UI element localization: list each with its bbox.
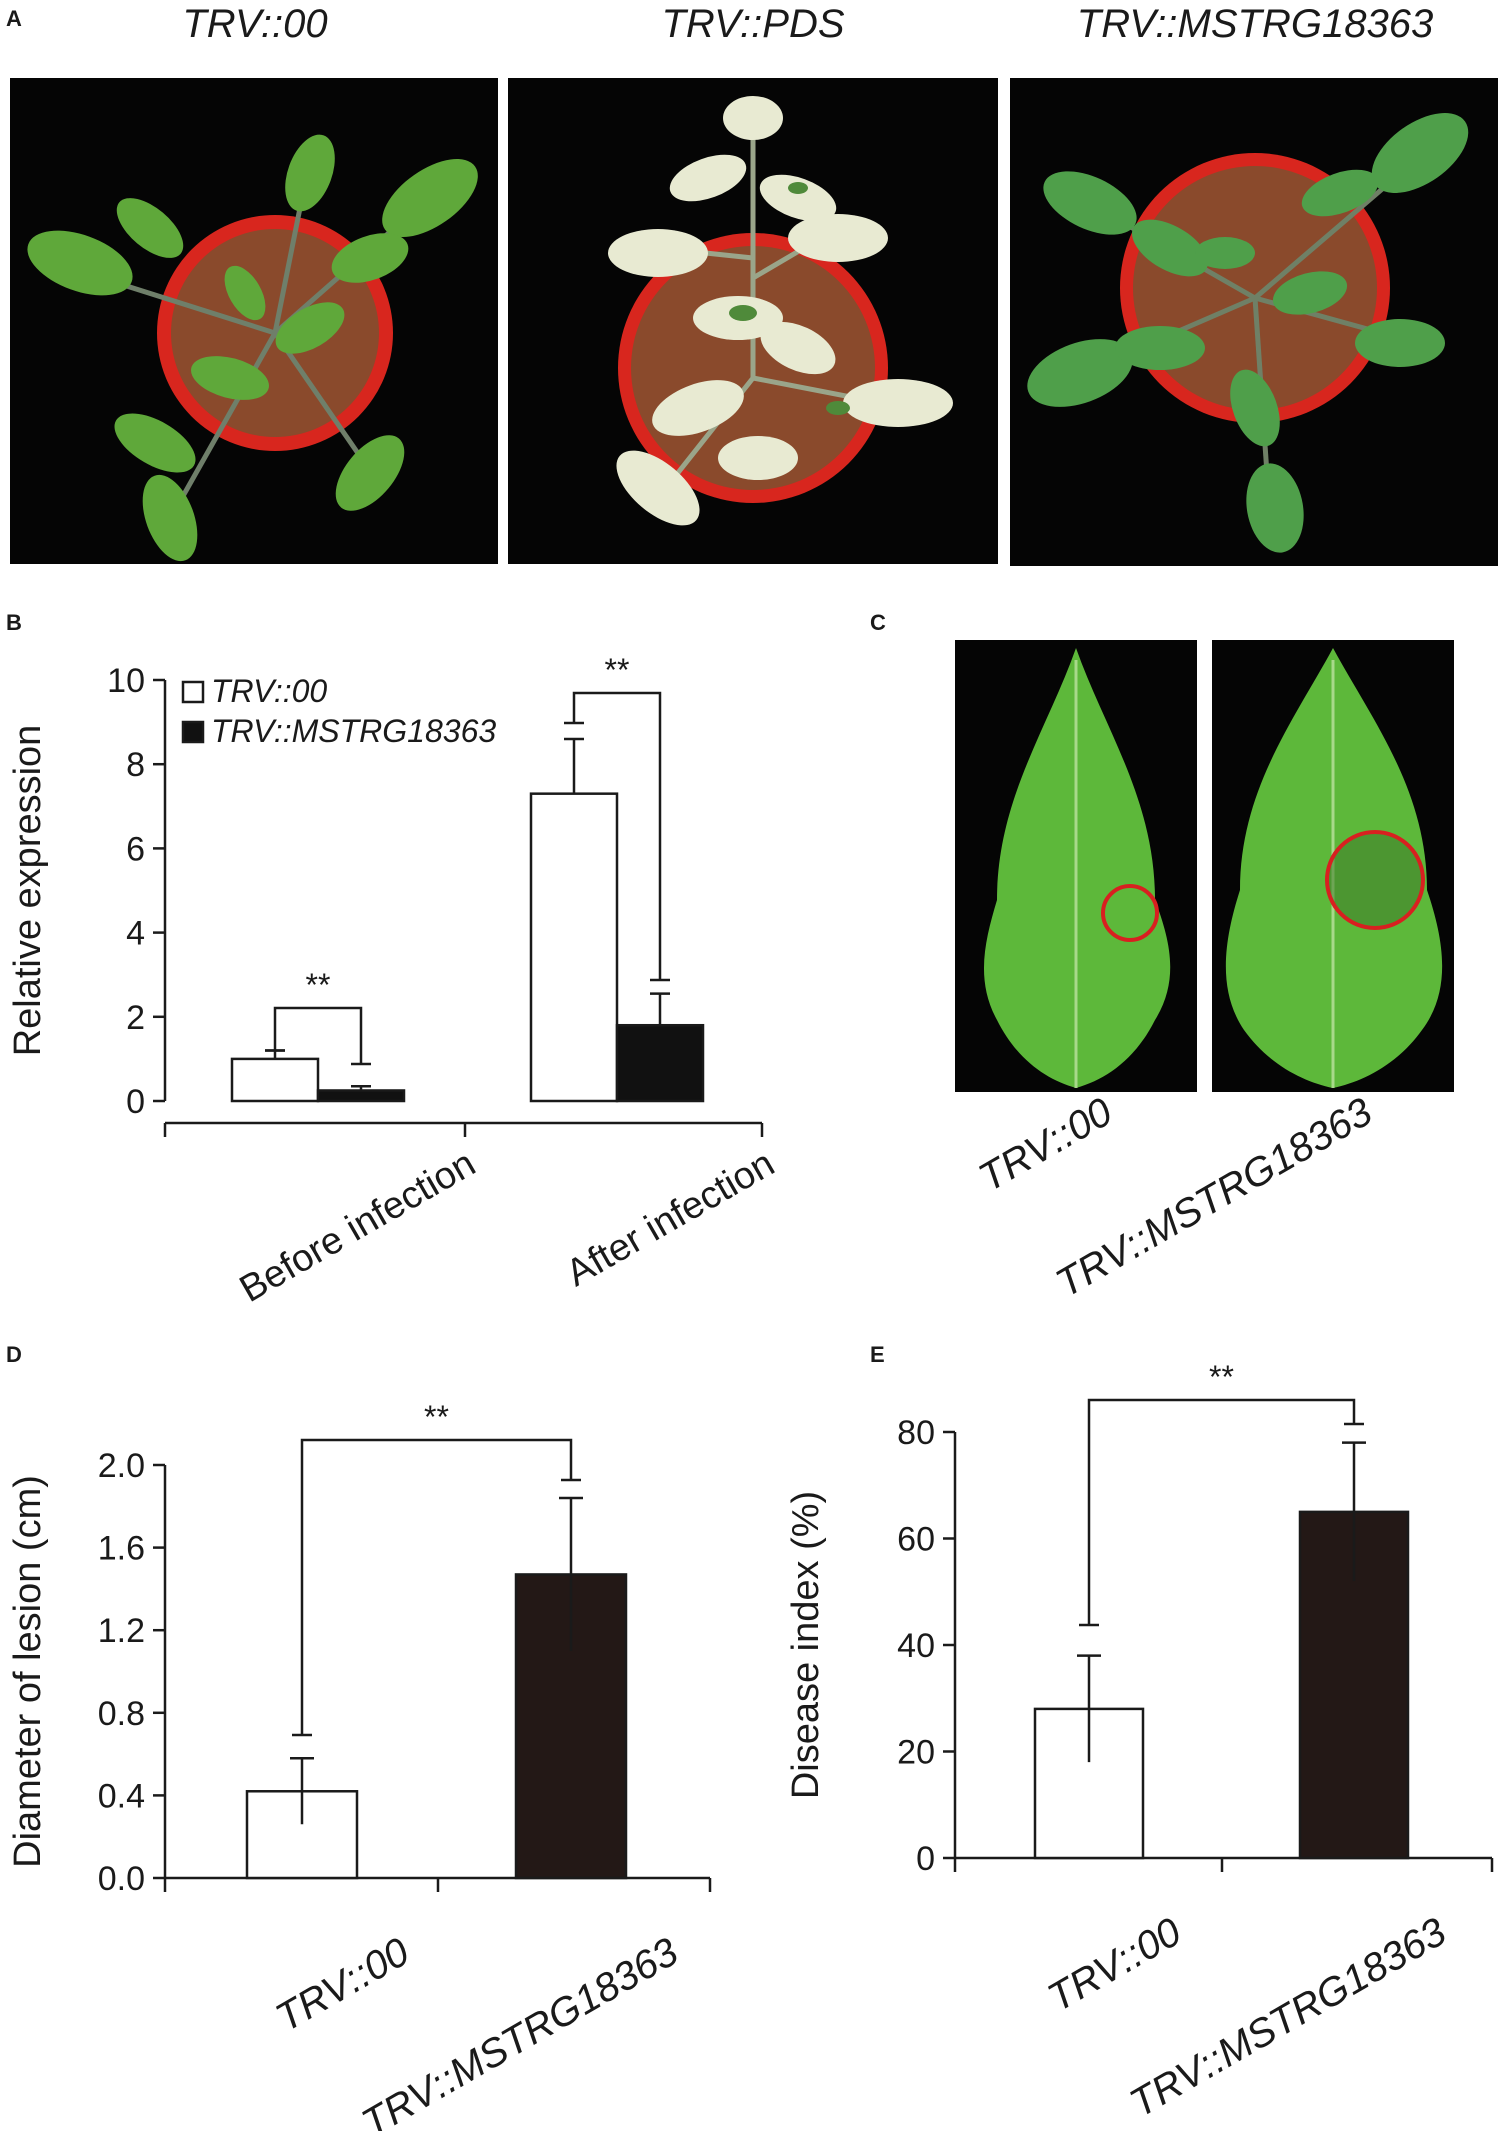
photo-trvpds-plant <box>508 78 998 564</box>
leaves <box>1027 113 1469 553</box>
panel-d-ytick-label: 1.2 <box>98 1612 145 1650</box>
lesion <box>1327 832 1423 928</box>
panel-label-a: A <box>6 6 22 31</box>
panel-b-ytick-label: 4 <box>126 915 145 953</box>
panel-b-ytick-label: 8 <box>126 746 145 784</box>
green-patches <box>729 182 850 415</box>
plant-illustration-trvpds <box>608 96 953 526</box>
panel-e-bracket <box>1087 1398 1356 1625</box>
panel-b-after-significance: ** <box>605 652 630 688</box>
plant-illustration-trv00 <box>27 134 478 562</box>
panel-b-ylabel: Relative expression <box>7 725 49 1057</box>
leaf-photo-trvmstrg <box>1212 640 1454 1092</box>
panel-e-xtick-label-0: TRV::00 <box>1041 1910 1189 2021</box>
photo-trv00-plant <box>10 78 498 564</box>
photo-title-trvpds: TRV::PDS <box>661 2 845 46</box>
panel-b-bar-0-0 <box>230 1057 320 1103</box>
panel-e-ytick-label: 60 <box>897 1521 935 1559</box>
panel-d-ytick-label: 1.6 <box>98 1530 145 1568</box>
panel-b-before-significance: ** <box>306 967 331 1003</box>
panel-b-xtick-label-0: Before infection <box>233 1142 483 1310</box>
panel-d-xtick-label-0: TRV::00 <box>269 1930 417 2041</box>
plant-illustration-trvmstrg <box>1027 113 1469 553</box>
panel-e-ytick-label: 0 <box>916 1840 935 1878</box>
panel-b-after-bracket <box>572 691 662 980</box>
panel-b-bar-1-0 <box>529 792 619 1103</box>
panel-b-bar-1-1 <box>615 1023 705 1103</box>
panel-d-bracket <box>300 1438 573 1735</box>
panel-b-ytick-label: 0 <box>126 1083 145 1121</box>
panel-b-xtick-label-1: After infection <box>559 1142 781 1295</box>
leaves <box>608 96 953 526</box>
panel-b-ytick-label: 10 <box>107 662 145 700</box>
panel-b-ytick-label: 2 <box>126 999 145 1037</box>
leaf-illustration-trvmstrg <box>1225 648 1443 1088</box>
photo-title-trvmstrg: TRV::MSTRG18363 <box>1076 2 1434 46</box>
panel-c-xtick-label-0: TRV::00 <box>972 1090 1120 1201</box>
panel-d-significance: ** <box>424 1399 449 1435</box>
leaf-photo-trv00 <box>955 640 1197 1092</box>
panel-b-legend-swatch-0 <box>181 680 205 704</box>
panel-d-ytick-label: 0.0 <box>98 1860 145 1898</box>
panel-d-ylabel: Diameter of lesion (cm) <box>7 1475 49 1868</box>
panel-label-d: D <box>6 1342 22 1367</box>
panel-e-ytick-label: 20 <box>897 1734 935 1772</box>
photo-trvmstrg-plant <box>1010 78 1498 566</box>
panel-d-ytick-label: 0.8 <box>98 1695 145 1733</box>
panel-label-b: B <box>6 610 22 635</box>
lesion-ring <box>1325 830 1425 930</box>
panel-b-legend-label-0: TRV::00 <box>211 673 327 709</box>
panel-d-ytick-label: 2.0 <box>98 1447 145 1485</box>
lesion-ring <box>1101 884 1159 942</box>
panel-d-bar-1 <box>514 1573 628 1880</box>
panel-b-bar-0-1 <box>316 1089 406 1103</box>
panel-b-ytick-label: 6 <box>126 830 145 868</box>
photo-title-trv00: TRV::00 <box>182 2 328 46</box>
panel-b-before-bracket <box>273 1006 363 1064</box>
panel-label-e: E <box>870 1342 885 1367</box>
panel-d-ytick-label: 0.4 <box>98 1777 145 1815</box>
leaf-illustration-trv00 <box>983 648 1171 1088</box>
panel-e-ylabel: Disease index (%) <box>785 1491 827 1799</box>
panel-label-c: C <box>870 610 886 635</box>
panel-e-ytick-label: 80 <box>897 1414 935 1452</box>
leaves <box>27 134 478 562</box>
panel-e-significance: ** <box>1209 1359 1234 1395</box>
panel-b-legend-label-1: TRV::MSTRG18363 <box>211 713 496 749</box>
panel-e-ytick-label: 40 <box>897 1627 935 1665</box>
panel-b-legend-swatch-1 <box>181 720 205 744</box>
